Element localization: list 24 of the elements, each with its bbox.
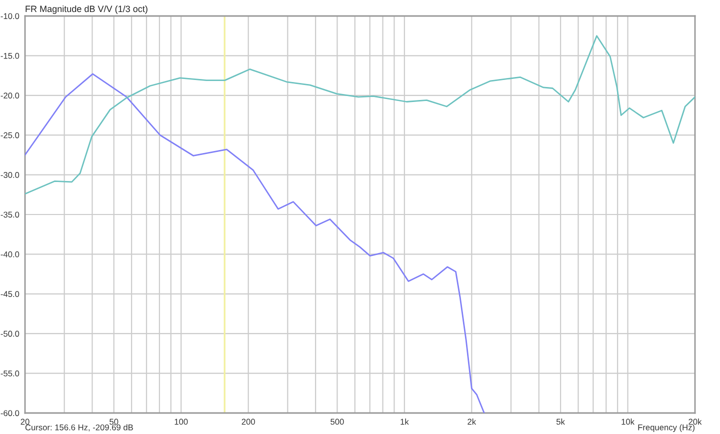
y-tick-label: -35.0	[0, 212, 20, 218]
text: Cursor: 156.6 Hz, -209.69 dB	[25, 424, 133, 432]
y-tick-label: -15.0	[0, 52, 20, 59]
x-tick-label: 10k	[622, 418, 634, 425]
x-tick-label: 50	[110, 418, 118, 425]
x-tick-label: 20k	[688, 418, 702, 425]
y-tick-label: -40.0	[0, 251, 20, 258]
x-tick-label: 100	[174, 418, 188, 425]
y-tick-label: -50.0	[0, 330, 20, 337]
x-axis-title: Frequency (Hz)	[638, 424, 694, 432]
x-tick-label: 2k	[468, 418, 476, 425]
y-tick-label: -55.0	[0, 370, 20, 376]
x-tick-label: 200	[242, 418, 255, 425]
y-tick-label: -20.0	[0, 92, 20, 98]
y-tick-label: -45.0	[0, 291, 20, 297]
x-tick-label: 1k	[400, 418, 409, 425]
y-tick-label: -60.0	[0, 410, 20, 416]
x-tick-label: 500	[330, 418, 344, 425]
chart-title: FR Magnitude dB V/V (1/3 oct)	[26, 5, 148, 14]
y-tick-label: -30.0	[0, 172, 20, 178]
x-tick-label: 5k	[556, 418, 565, 425]
y-tick-label: -10.0	[0, 13, 20, 20]
y-tick-label: -25.0	[0, 132, 20, 138]
x-tick-label: 20	[20, 418, 30, 425]
